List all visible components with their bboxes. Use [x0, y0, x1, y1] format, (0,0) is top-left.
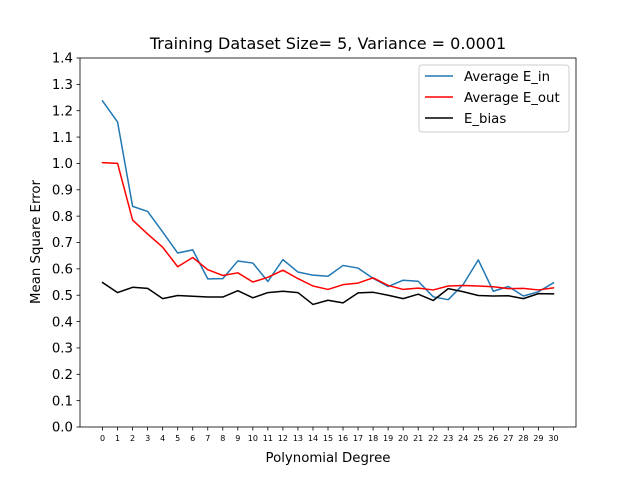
legend-box: [418, 64, 570, 133]
x-tick-label: 12: [278, 434, 288, 443]
plot-area: 0.0 0.1 0.2 0.3 0.4 0.5 0.6 0.7 0.8 0.9 1.0 1.1 1.2 1…: [52, 52, 577, 443]
y-tick-label: 0.5: [52, 289, 73, 304]
x-tick-label: 7: [205, 434, 210, 443]
x-tick-label: 23: [443, 434, 453, 443]
x-tick-label: 27: [503, 434, 513, 443]
y-tick-label: 1.1: [52, 131, 73, 146]
x-tick-label: 0: [100, 434, 105, 443]
x-tick-label: 6: [190, 434, 195, 443]
series-line-average-e-out: [101, 161, 555, 291]
x-tick-label: 17: [353, 434, 363, 443]
x-tick-label: 11: [263, 434, 273, 443]
y-tick-label: 0.2: [52, 368, 73, 383]
x-tick-label: 2: [130, 434, 135, 443]
y-tick-label: 0.8: [52, 210, 73, 225]
y-tick-label: 0.1: [52, 394, 73, 409]
y-tick-label: 0.9: [52, 183, 73, 198]
x-tick-label: 18: [368, 434, 378, 443]
legend: Average E_in Average E_out E_bias: [418, 64, 570, 133]
y-axis-label: Mean Square Error: [29, 180, 44, 304]
x-tick-label: 10: [248, 434, 258, 443]
legend-label-average-e-in: Average E_in: [464, 70, 550, 85]
x-tick-label: 28: [518, 434, 528, 443]
series-line-e-bias: [101, 281, 555, 306]
x-tick-label: 21: [413, 434, 423, 443]
x-tick-label: 25: [473, 434, 483, 443]
y-tick-label: 1.2: [52, 104, 73, 119]
legend-label-average-e-out: Average E_out: [464, 91, 560, 106]
y-tick-label: 0.3: [52, 342, 73, 357]
x-tick-label: 16: [338, 434, 348, 443]
x-tick-label: 4: [160, 434, 165, 443]
x-tick-label: 5: [175, 434, 180, 443]
x-tick-label: 24: [458, 434, 468, 443]
series-line-average-e-in: [101, 99, 555, 301]
x-tick-label: 30: [548, 434, 558, 443]
x-tick-label: 15: [323, 434, 333, 443]
x-tick-label: 19: [383, 434, 393, 443]
x-tick-label: 14: [308, 434, 318, 443]
x-tick-label: 22: [428, 434, 438, 443]
y-tick-label: 0.4: [52, 315, 73, 330]
x-tick-label: 9: [235, 434, 240, 443]
x-tick-label: 8: [220, 434, 225, 443]
x-tick-label: 26: [488, 434, 498, 443]
y-tick-label: 1.3: [52, 78, 73, 93]
y-tick-label: 0.7: [52, 236, 73, 251]
y-tick-label: 0.0: [52, 421, 73, 436]
x-tick-label: 29: [533, 434, 543, 443]
x-tick-label: 20: [398, 434, 408, 443]
legend-label-e-bias: E_bias: [464, 112, 506, 127]
chart-title: Training Dataset Size= 5, Variance = 0.0…: [149, 34, 506, 53]
x-tick-label: 3: [145, 434, 150, 443]
y-tick-label: 1.0: [52, 157, 73, 172]
x-tick-label: 13: [293, 434, 303, 443]
y-tick-label: 1.4: [52, 52, 73, 67]
x-axis-label: Polynomial Degree: [266, 451, 391, 466]
y-tick-label: 0.6: [52, 263, 73, 278]
x-tick-label: 1: [115, 434, 120, 443]
